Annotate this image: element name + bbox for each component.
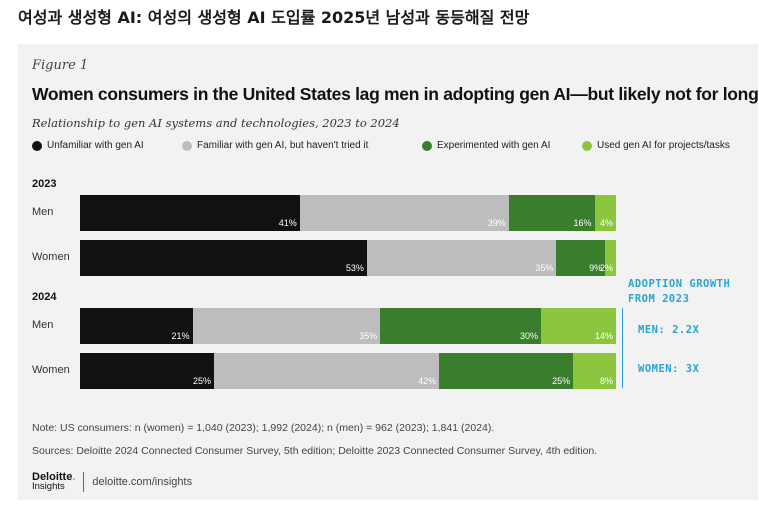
bar-value-label: 41% — [278, 218, 297, 228]
chart-panel: Figure 1 Women consumers in the United S… — [18, 44, 759, 500]
year-label-2024: 2024 — [32, 291, 57, 303]
logo-dot: . — [72, 471, 76, 483]
bar-value-label: 39% — [487, 218, 506, 228]
bar-segment-4: 4% — [594, 195, 616, 231]
year-label-2023: 2023 — [32, 178, 57, 190]
legend-item-3: Experimented with gen AI — [422, 140, 550, 151]
bar-women-2024: 25% 42% 25% 8% — [80, 353, 616, 389]
chart-sources: Sources: Deloitte 2024 Connected Consume… — [32, 445, 598, 457]
bar-segment-1: 25% — [80, 353, 214, 389]
deloitte-insights-logo: Deloitte. Insights — [32, 472, 75, 492]
legend-label: Familiar with gen AI, but haven't tried … — [197, 140, 369, 151]
chart-subtitle: Relationship to gen AI systems and techn… — [32, 116, 400, 130]
legend-label: Experimented with gen AI — [437, 140, 551, 151]
legend-label: Used gen AI for projects/tasks — [597, 140, 730, 151]
bar-segment-3: 16% — [508, 195, 595, 231]
bar-value-label: 25% — [192, 376, 211, 386]
legend-swatch — [422, 140, 432, 151]
annotation-bracket — [622, 308, 623, 388]
bar-segment-2: 42% — [214, 353, 440, 389]
legend-swatch — [182, 140, 192, 151]
annotation-heading-line1: ADOPTION GROWTH — [628, 278, 731, 290]
bar-segment-4: 2% — [600, 240, 616, 276]
row-label-women-2024: Women — [32, 364, 70, 376]
footer-url[interactable]: deloitte.com/insights — [92, 476, 193, 488]
bar-value-label: 25% — [552, 376, 571, 386]
bar-segment-2: 35% — [192, 308, 381, 344]
bar-segment-4: 14% — [540, 308, 616, 344]
bar-segment-1: 41% — [80, 195, 300, 231]
chart-note: Note: US consumers: n (women) = 1,040 (2… — [32, 422, 495, 434]
bar-segment-3: 30% — [380, 308, 541, 344]
page-headline: 여성과 생성형 AI: 여성의 생성형 AI 도입률 2025년 남성과 동등해… — [18, 8, 530, 27]
logo-wordmark: Deloitte — [32, 471, 73, 483]
chart-legend: Unfamiliar with gen AI Familiar with gen … — [32, 140, 752, 156]
bar-segment-1: 53% — [80, 240, 367, 276]
bar-segment-1: 21% — [80, 308, 193, 344]
legend-swatch — [582, 140, 592, 151]
bar-men-2024: 21% 35% 30% 14% — [80, 308, 616, 344]
figure-label: Figure 1 — [32, 58, 89, 73]
legend-label: Unfamiliar with gen AI — [47, 140, 144, 151]
footer-separator — [83, 472, 85, 492]
bar-value-label: 16% — [573, 218, 592, 228]
bar-value-label: 35% — [359, 331, 378, 341]
bar-men-2023: 41% 39% 16% 4% — [80, 195, 616, 231]
row-label-women-2023: Women — [32, 251, 70, 263]
row-label-men-2024: Men — [32, 319, 54, 331]
legend-item-4: Used gen AI for projects/tasks — [582, 140, 730, 151]
bar-value-label: 42% — [418, 376, 437, 386]
bar-value-label: 14% — [594, 331, 613, 341]
bar-value-label: 53% — [345, 263, 364, 273]
bar-women-2023: 53% 35% 9% 2% — [80, 240, 616, 276]
bar-segment-4: 8% — [573, 353, 616, 389]
bar-value-label: 9% — [589, 263, 603, 273]
bar-value-label: 21% — [171, 331, 190, 341]
bar-value-label: 2% — [599, 263, 613, 273]
bar-segment-2: 35% — [366, 240, 557, 276]
logo-subtitle: Insights — [32, 481, 65, 492]
bar-value-label: 35% — [535, 263, 554, 273]
bar-segment-3: 25% — [439, 353, 574, 389]
annotation-heading-line2: FROM 2023 — [628, 293, 690, 305]
bar-value-label: 30% — [519, 331, 538, 341]
footer: Deloitte. Insights deloitte.com/insights — [32, 470, 192, 494]
chart-title: Women consumers in the United States lag… — [32, 84, 759, 104]
bar-segment-2: 39% — [299, 195, 509, 231]
legend-item-1: Unfamiliar with gen AI — [32, 140, 144, 151]
bar-segment-3: 9% — [556, 240, 606, 276]
row-label-men-2023: Men — [32, 206, 54, 218]
annotation-women-growth: WOMEN: 3X — [638, 363, 700, 375]
legend-item-2: Familiar with gen AI, but haven't tried … — [182, 140, 368, 151]
bar-value-label: 8% — [599, 376, 613, 386]
bar-value-label: 4% — [599, 218, 613, 228]
annotation-men-growth: MEN: 2.2X — [638, 324, 700, 336]
legend-swatch — [32, 140, 42, 151]
